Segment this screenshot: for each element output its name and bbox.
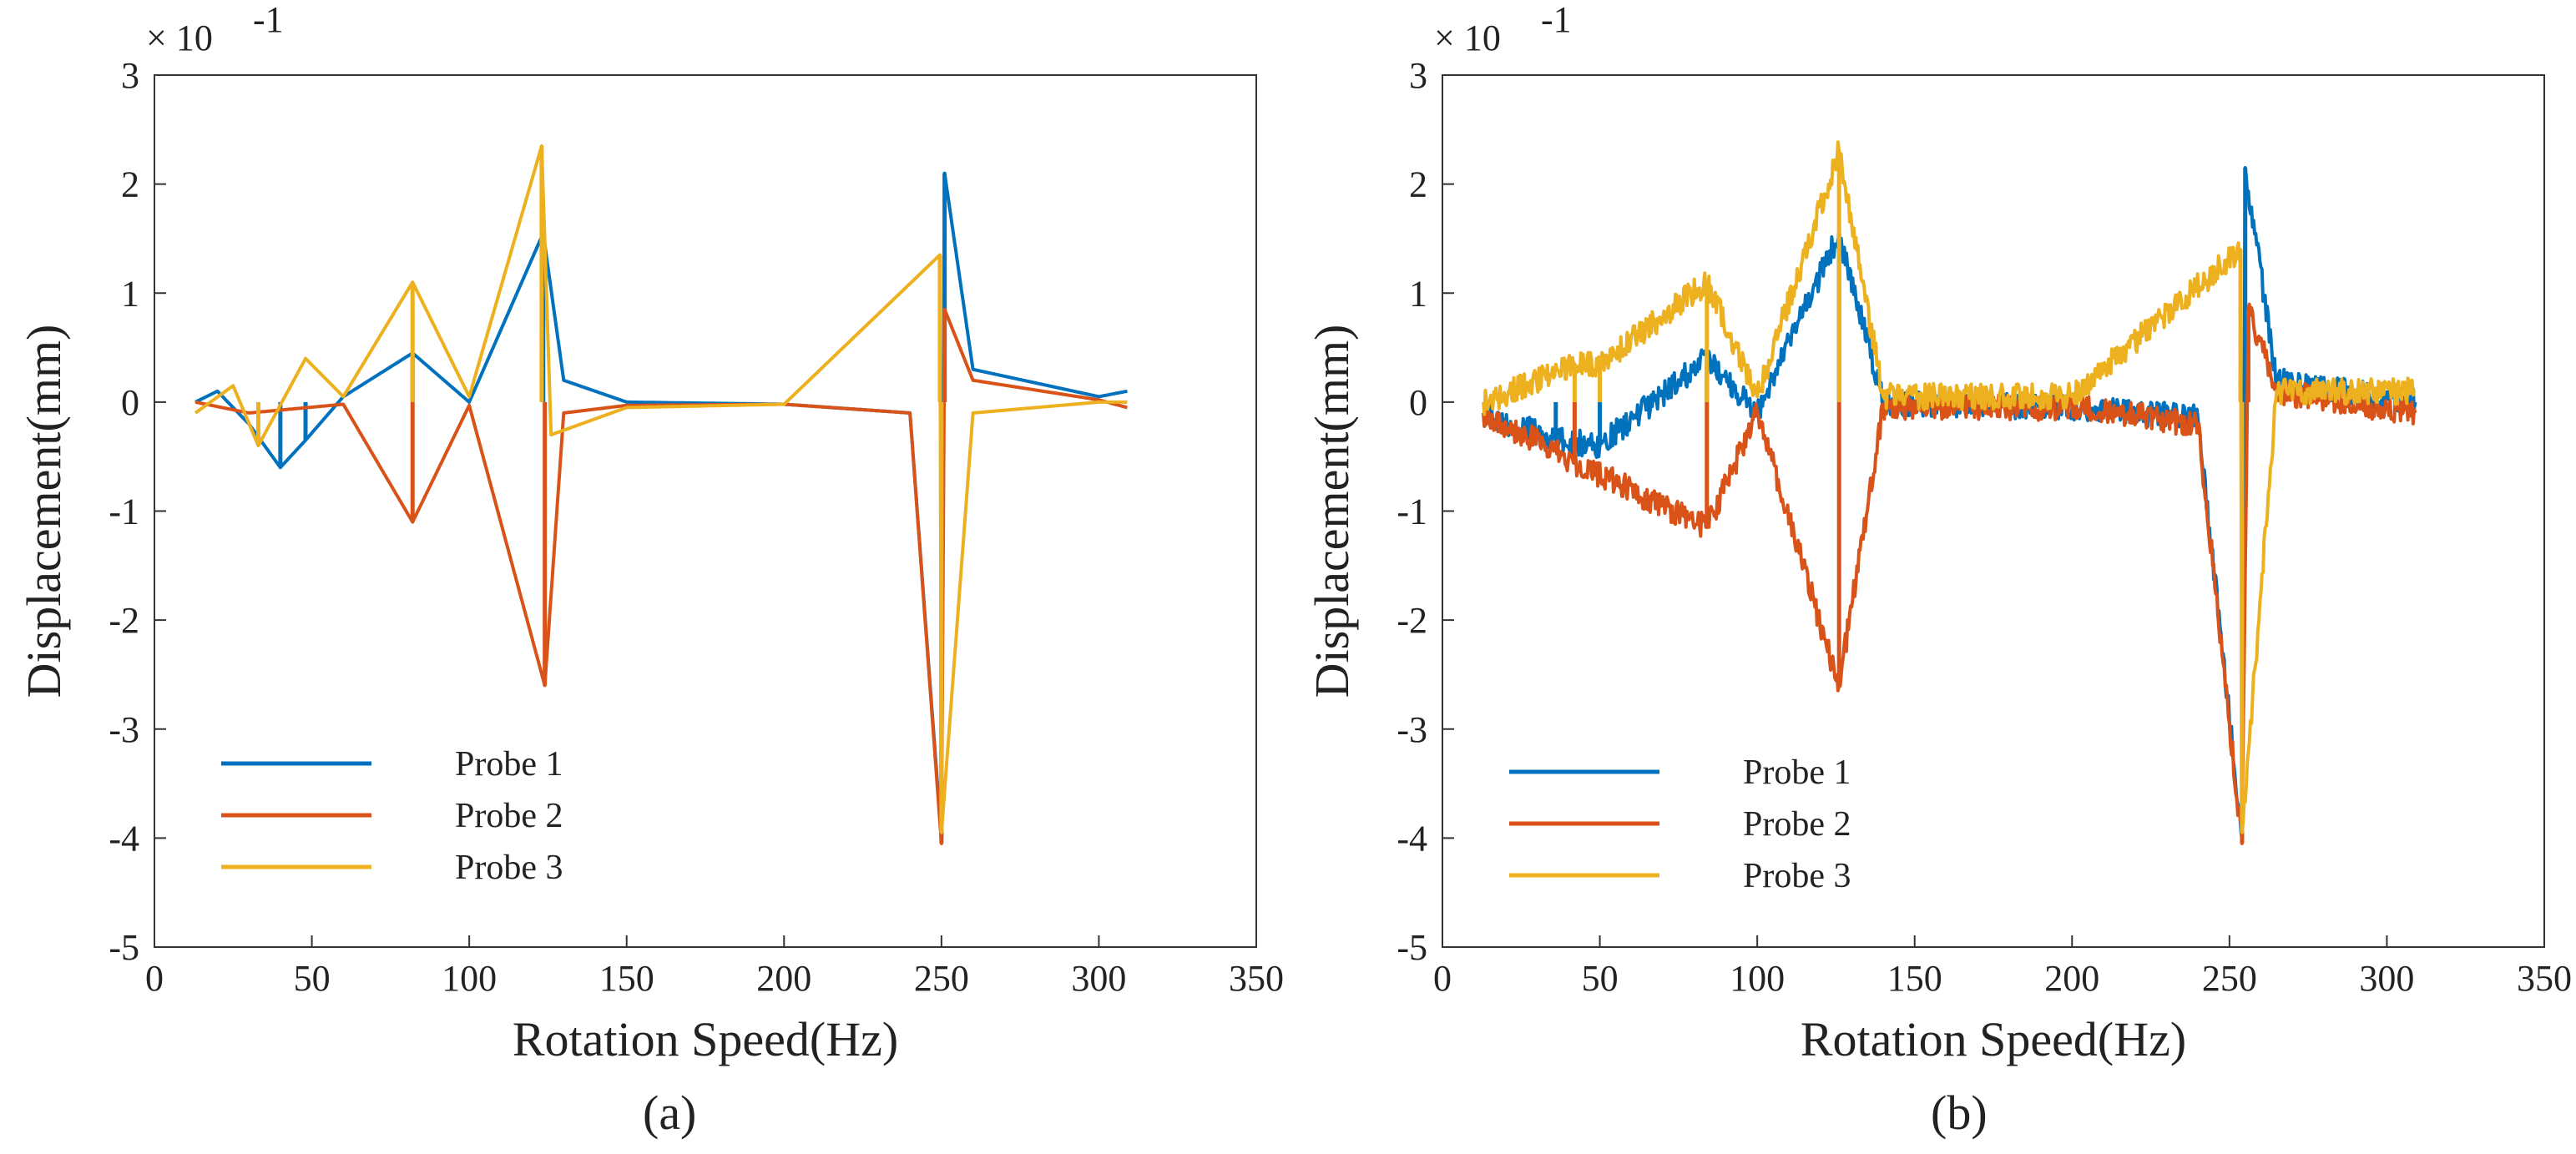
series-group (1482, 140, 2417, 845)
plot-frame (1442, 74, 2545, 948)
x-tick-label: 200 (2044, 958, 2099, 999)
y-tick-label: -3 (109, 709, 139, 750)
x-tick-label: 350 (1229, 958, 1284, 999)
panel-label-b: (b) (1931, 1086, 1988, 1140)
x-tick-label: 200 (756, 958, 811, 999)
y-tick-label: -2 (1397, 600, 1427, 641)
series-line-probe-1 (1482, 166, 2417, 840)
y-tick-label: 3 (121, 55, 139, 96)
x-tick-label: 0 (145, 958, 164, 999)
y-tick-label: 1 (1409, 273, 1427, 314)
series-group (194, 144, 1129, 845)
legend-label: Probe 3 (1743, 857, 1851, 895)
chart-panel-b: 0 50 100 150 200 250 300 350 -5 -4 -3 -2 -1 0 1 2 3 × 10-… (1288, 0, 2576, 1154)
y-tick-label: -5 (109, 927, 139, 968)
x-tick-label: 50 (294, 958, 331, 999)
y-exponent-label: × 10 (146, 18, 213, 58)
y-tick-label: -4 (109, 818, 139, 859)
y-tick-label: -2 (109, 600, 139, 641)
y-tick-label: -1 (109, 491, 139, 532)
x-tick-label: 100 (1730, 958, 1785, 999)
x-axis-title: Rotation Speed(Hz) (513, 1012, 898, 1066)
legend-label: Probe 1 (455, 745, 563, 784)
series-line-probe-1 (194, 171, 1129, 840)
y-tick-label: 1 (121, 273, 139, 314)
chart-panel-a: 0 50 100 150 200 250 300 350 -5 -4 -3 -2 -1 0 1 2 3 × 10-… (17, 0, 1284, 1140)
y-tick-label: -4 (1397, 818, 1427, 859)
y-axis-title: Displacement(mm) (17, 325, 71, 698)
y-tick-label: 0 (1409, 382, 1427, 423)
y-axis-title: Displacement(mm) (1305, 325, 1359, 698)
y-exponent-power: -1 (253, 0, 284, 40)
series-line-probe-2 (1482, 302, 2417, 845)
x-tick-label: 0 (1433, 958, 1452, 999)
series-line-probe-3 (1482, 140, 2417, 834)
legend-label: Probe 2 (1743, 805, 1851, 844)
y-tick-label: -1 (1397, 491, 1427, 532)
x-tick-label: 350 (2517, 958, 2572, 999)
x-tick-label: 50 (1582, 958, 1619, 999)
panel-label-a: (a) (643, 1086, 697, 1140)
x-tick-label: 150 (1887, 958, 1942, 999)
y-tick-label: 2 (1409, 164, 1427, 205)
legend-label: Probe 1 (1743, 753, 1851, 792)
legend-label: Probe 3 (455, 849, 563, 887)
y-exponent-power: -1 (1541, 0, 1572, 40)
x-tick-label: 300 (2359, 958, 2414, 999)
x-axis-title: Rotation Speed(Hz) (1801, 1012, 2186, 1066)
x-tick-label: 250 (914, 958, 969, 999)
x-tick-label: 300 (1071, 958, 1126, 999)
y-tick-label: 0 (121, 382, 139, 423)
legend-label: Probe 2 (455, 797, 563, 835)
y-tick-label: 2 (121, 164, 139, 205)
y-tick-label: 3 (1409, 55, 1427, 96)
y-exponent-label: × 10 (1434, 18, 1501, 58)
y-tick-label: -5 (1397, 927, 1427, 968)
series-line-probe-3 (194, 144, 1129, 834)
x-tick-label: 100 (442, 958, 497, 999)
y-tick-label: -3 (1397, 709, 1427, 750)
x-tick-label: 250 (2202, 958, 2257, 999)
x-tick-label: 150 (599, 958, 654, 999)
